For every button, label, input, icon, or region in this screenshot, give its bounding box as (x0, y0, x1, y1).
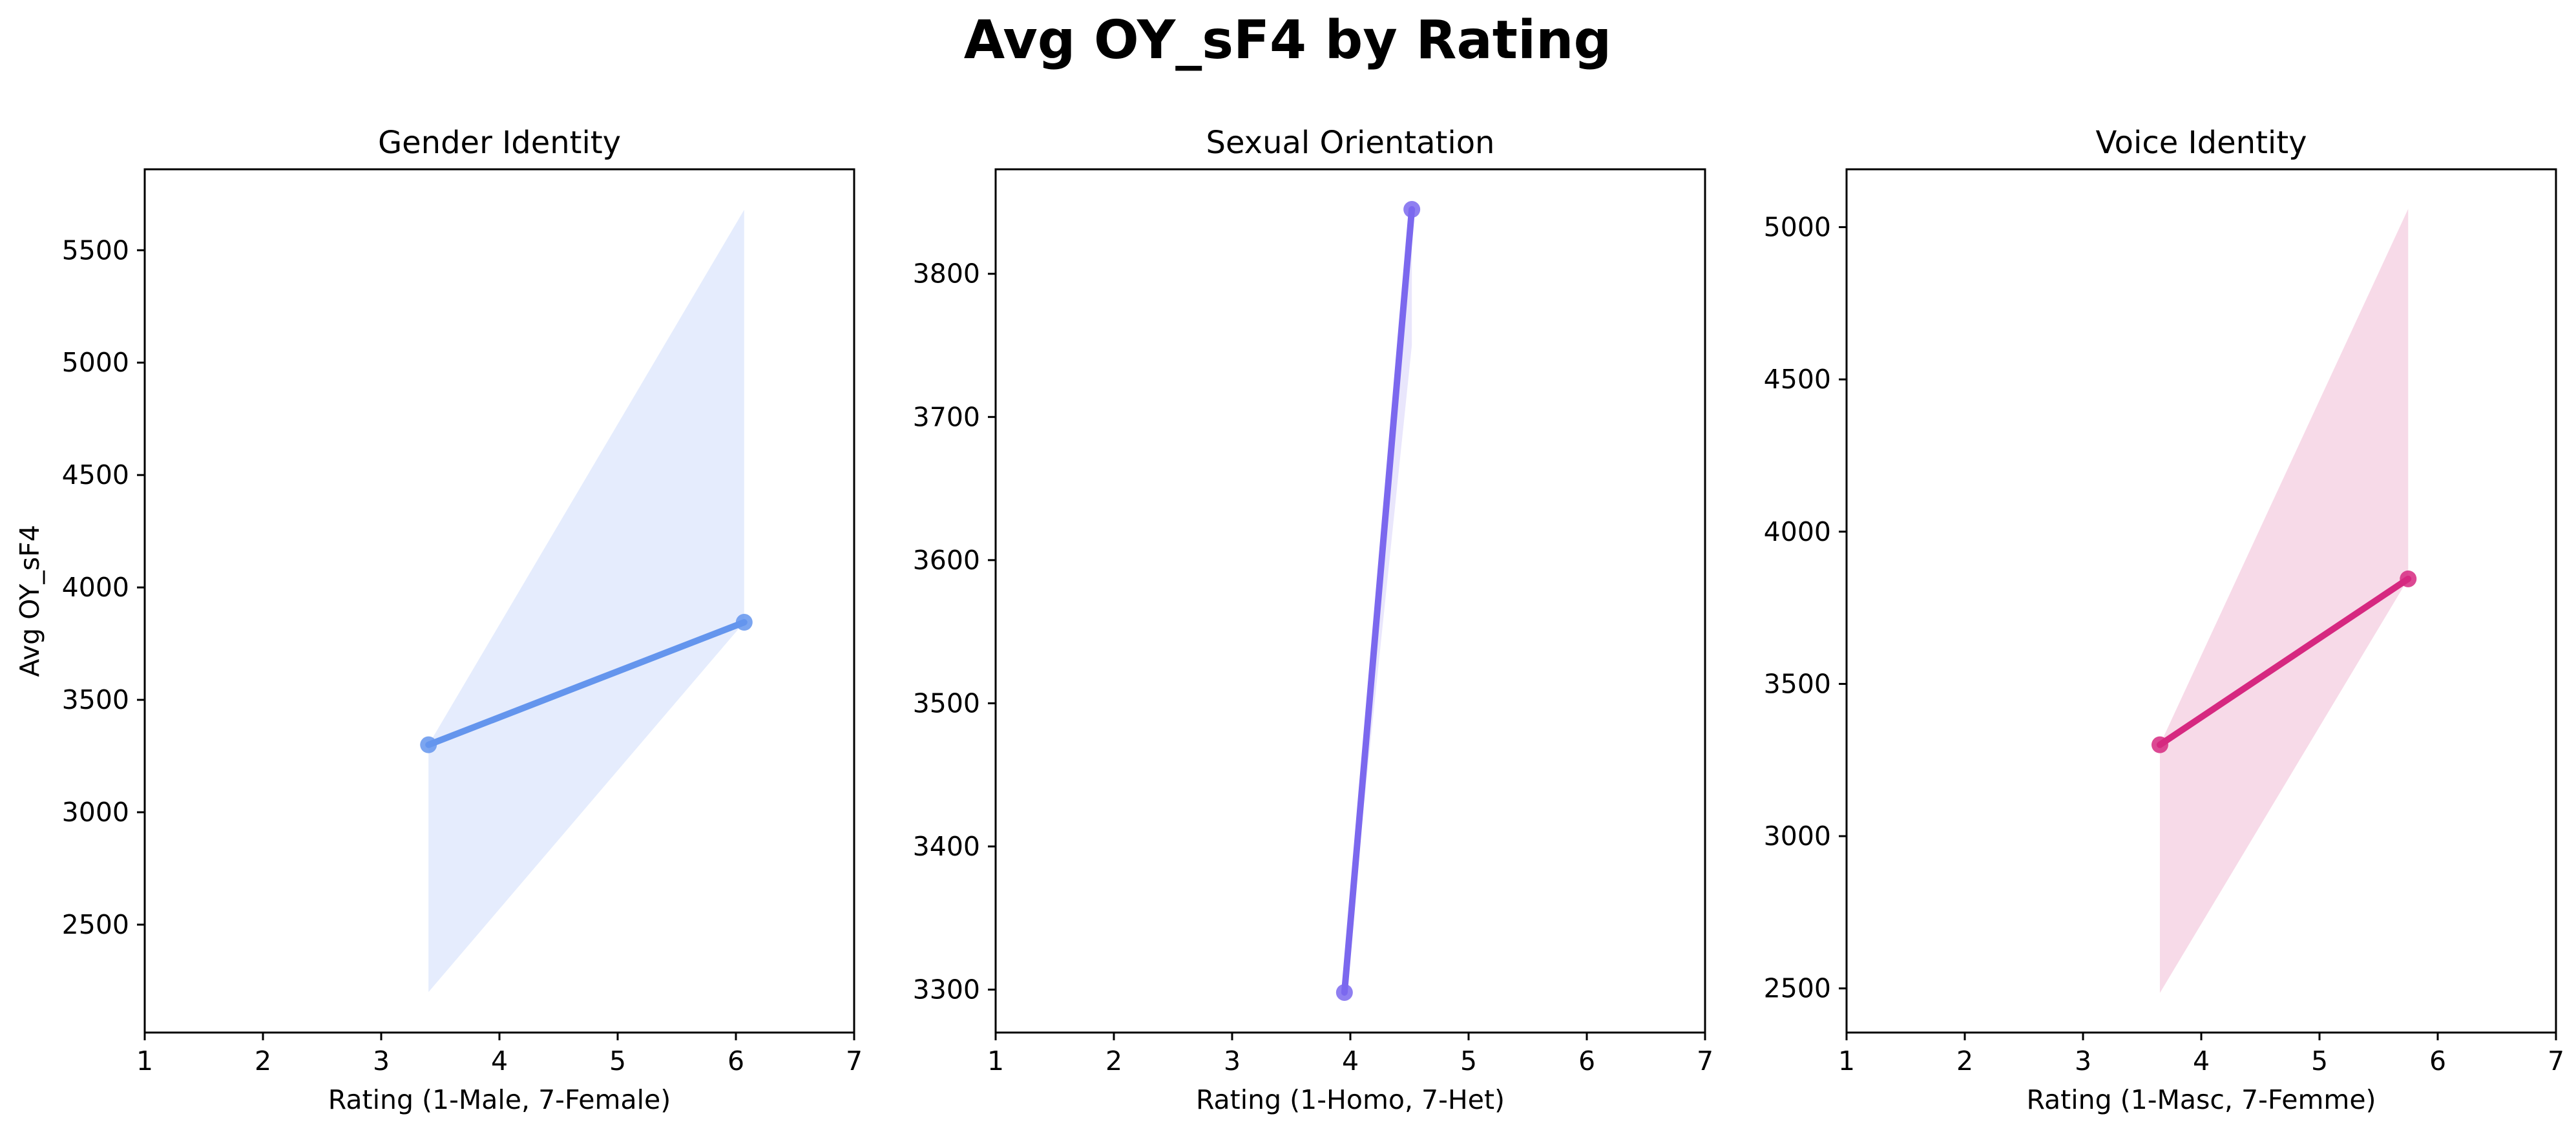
y-tick-label: 4500 (1764, 364, 1831, 395)
y-tick-label: 3000 (1764, 821, 1831, 852)
y-tick-label: 3600 (913, 545, 980, 576)
data-point (735, 614, 753, 631)
series-line (2156, 575, 2412, 748)
x-axis-label: Rating (1-Masc, 7-Femme) (2026, 1084, 2376, 1115)
x-tick-label: 1 (987, 1045, 1004, 1076)
x-tick-label: 7 (2548, 1045, 2564, 1076)
data-point (1403, 201, 1421, 218)
x-axis-label: Rating (1-Homo, 7-Het) (1196, 1084, 1505, 1115)
x-tick-label: 2 (1956, 1045, 1973, 1076)
x-axis-label: Rating (1-Male, 7-Female) (328, 1084, 671, 1115)
y-tick-label: 3500 (913, 688, 980, 719)
y-tick-label: 2500 (62, 909, 129, 940)
y-tick-label: 3400 (913, 831, 980, 862)
series-line (1341, 206, 1416, 996)
x-tick-label: 1 (1838, 1045, 1855, 1076)
confidence-band (2159, 209, 2409, 993)
confidence-band (428, 209, 744, 992)
y-tick-label: 3300 (913, 974, 980, 1005)
x-tick-label: 2 (255, 1045, 271, 1076)
chart-panel-1: 1 2 3 4 5 6 7 2500 3000 3500 4000 4500 5000 5500 Gende… (14, 125, 863, 1115)
y-tick-label: 3800 (913, 258, 980, 289)
x-tick-label: 3 (1224, 1045, 1241, 1076)
x-tick-label: 5 (1460, 1045, 1477, 1076)
y-tick-label: 3700 (913, 401, 980, 432)
chart-panel-2: 1 2 3 4 5 6 7 3300 3400 3500 3600 3700 3800 Sexual Or… (913, 125, 1713, 1115)
y-tick-label: 2500 (1764, 973, 1831, 1004)
y-tick-label: 4000 (62, 572, 129, 603)
y-tick-label: 5500 (62, 235, 129, 266)
series-line (425, 619, 748, 748)
y-tick-label: 3500 (1764, 668, 1831, 699)
panel-title: Sexual Orientation (1206, 125, 1495, 161)
y-tick-label: 3500 (62, 684, 129, 715)
x-tick-label: 6 (728, 1045, 744, 1076)
x-tick-label: 7 (1697, 1045, 1713, 1076)
y-tick-label: 5000 (62, 347, 129, 378)
x-tick-label: 3 (2075, 1045, 2091, 1076)
panels: 1 2 3 4 5 6 7 2500 3000 3500 4000 4500 5000 5500 Gende… (14, 125, 2564, 1115)
data-point (1335, 983, 1353, 1001)
chart-panel-3: 1 2 3 4 5 6 7 2500 3000 3500 4000 4500 5000 Voice Ide… (1764, 125, 2564, 1115)
x-tick-label: 7 (846, 1045, 863, 1076)
x-tick-label: 5 (609, 1045, 626, 1076)
y-tick-label: 5000 (1764, 212, 1831, 243)
x-tick-label: 4 (491, 1045, 508, 1076)
y-tick-label: 4500 (62, 459, 129, 490)
x-tick-label: 6 (1578, 1045, 1595, 1076)
panel-title: Voice Identity (2096, 125, 2307, 161)
x-tick-label: 4 (1342, 1045, 1359, 1076)
figure-title: Avg OY_sF4 by Rating (964, 10, 1611, 71)
x-tick-label: 4 (2193, 1045, 2210, 1076)
x-tick-label: 3 (373, 1045, 390, 1076)
x-tick-label: 1 (136, 1045, 153, 1076)
data-point (2400, 570, 2417, 587)
x-tick-label: 5 (2311, 1045, 2328, 1076)
x-tick-label: 2 (1105, 1045, 1122, 1076)
y-tick-label: 3000 (62, 797, 129, 828)
y-axis-label: Avg OY_sF4 (14, 525, 45, 677)
panel-title: Gender Identity (378, 125, 621, 161)
data-point (420, 736, 437, 753)
x-tick-label: 6 (2429, 1045, 2446, 1076)
y-tick-label: 4000 (1764, 516, 1831, 547)
data-point (2151, 736, 2168, 753)
